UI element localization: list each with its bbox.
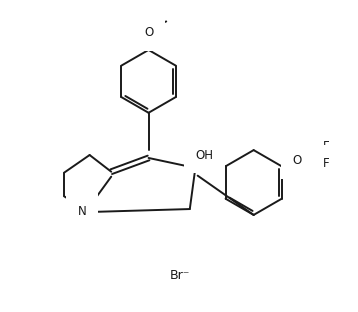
Text: F: F: [323, 140, 329, 153]
Text: OH: OH: [195, 149, 213, 162]
Text: O: O: [293, 154, 302, 167]
Text: Br⁻: Br⁻: [170, 269, 190, 282]
Text: F: F: [323, 157, 329, 170]
Text: N: N: [77, 204, 86, 217]
Text: O: O: [144, 26, 153, 39]
